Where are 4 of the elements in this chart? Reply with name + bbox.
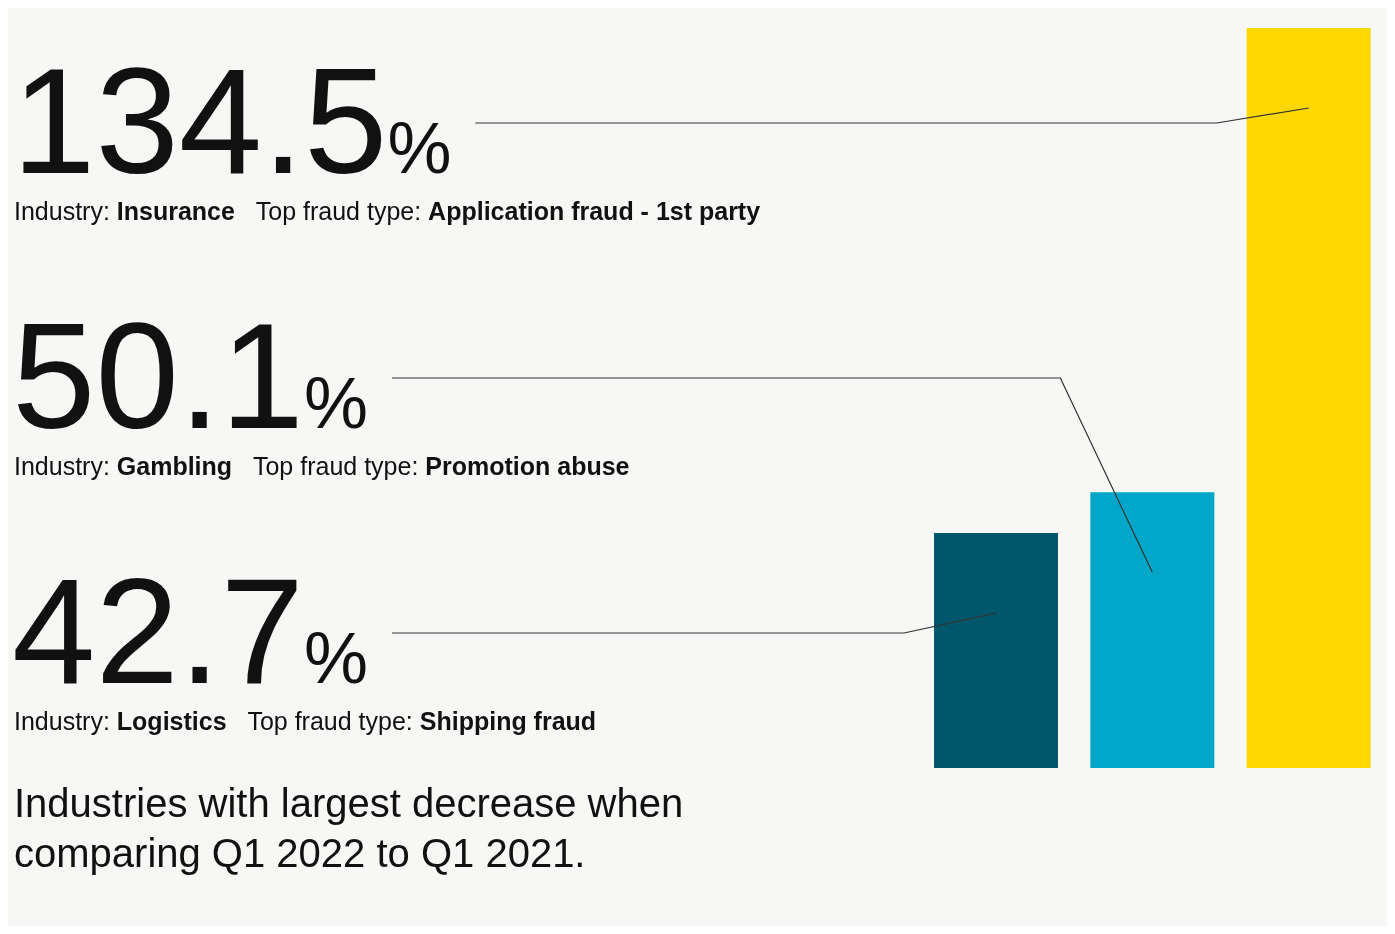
text: Industry: Insurance Top fraud type: Application fraud - 1st party xyxy=(14,197,761,225)
text: Industries with largest decrease when comparing Q1 2022 to Q1 2021. xyxy=(13,780,685,877)
text: Industry: Logistics Top fraud type: Shipping fraud xyxy=(14,707,597,735)
text: Industry: Gambling Top fraud type: Promotion abuse xyxy=(14,452,630,480)
